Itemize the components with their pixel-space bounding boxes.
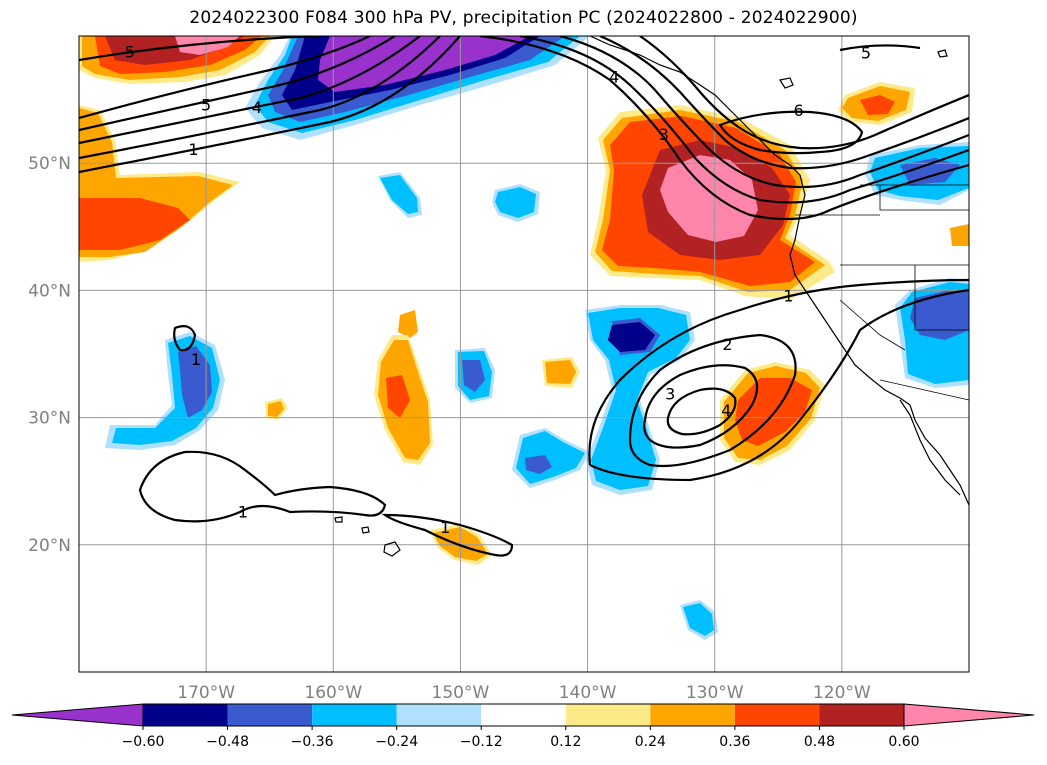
pv-contour-label: 1 bbox=[440, 518, 450, 537]
plot-frame bbox=[78, 35, 970, 673]
lon-tick-label: 120°W bbox=[813, 683, 871, 703]
central-positive-blob bbox=[398, 310, 418, 338]
hawaii-islands bbox=[383, 541, 401, 557]
ne-pacific-positive-blob bbox=[590, 105, 835, 300]
colorbar-tick-label: −0.60 bbox=[122, 734, 165, 750]
colorbar-segment bbox=[734, 704, 820, 726]
pv-contour-label: 5 bbox=[125, 42, 135, 61]
colorbar-tick-label: 0.48 bbox=[804, 734, 835, 750]
pv-contour-label: 5 bbox=[201, 96, 211, 115]
pv-contour-label: 4 bbox=[721, 401, 731, 420]
pv-contour-label: 2 bbox=[722, 335, 732, 354]
colorbar-segment bbox=[143, 704, 228, 726]
colorbar-tick-label: 0.36 bbox=[719, 734, 750, 750]
far-west-positive-band bbox=[79, 105, 240, 262]
colorbar-tick-label: −0.24 bbox=[375, 734, 418, 750]
pv-contour-label: 3 bbox=[665, 384, 675, 403]
colorbar-tick-label: 0.60 bbox=[888, 734, 919, 750]
lat-tick-label: 40°N bbox=[28, 281, 71, 301]
lat-tick-label: 20°N bbox=[28, 536, 71, 556]
colorbar-segment bbox=[565, 704, 651, 726]
coastlines bbox=[334, 36, 969, 557]
pv-contour-labels: 5 5 4 1 4 3 6 5 1 1 2 3 4 1 1 bbox=[125, 42, 871, 537]
pv-contour-1-east bbox=[588, 278, 969, 466]
colorbar-tick-labels: −0.60 −0.48 −0.36 −0.24 −0.12 0.12 0.24 0.36 0.4… bbox=[122, 726, 920, 750]
pv-contour-label: 6 bbox=[794, 101, 804, 120]
colorbar-tick-label: −0.12 bbox=[460, 734, 503, 750]
pv-contour-label: 1 bbox=[238, 503, 248, 522]
colorbar bbox=[11, 703, 1035, 727]
pv-contour-label: 5 bbox=[861, 44, 871, 63]
pv-contour-label: 4 bbox=[609, 68, 619, 87]
colorbar-segment bbox=[312, 704, 397, 726]
colorbar-segment bbox=[819, 704, 904, 726]
colorbar-tick-label: −0.36 bbox=[291, 734, 334, 750]
lon-tick-label: 160°W bbox=[304, 683, 362, 703]
chart-title: 2024022300 F084 300 hPa PV, precipitatio… bbox=[189, 8, 858, 28]
colorbar-tick-label: −0.48 bbox=[206, 734, 249, 750]
lon-tick-label: 140°W bbox=[559, 683, 617, 703]
longitude-tick-labels: 170°W 160°W 150°W 140°W 130°W 120°W bbox=[177, 683, 871, 703]
pv-contour-label: 1 bbox=[783, 286, 793, 305]
pv-contour-label: 4 bbox=[252, 98, 262, 117]
colorbar-tick-label: 0.24 bbox=[635, 734, 666, 750]
pv-contour-label: 3 bbox=[659, 125, 669, 144]
colorbar-segment bbox=[481, 704, 566, 726]
colorbar-extend-high bbox=[903, 703, 1035, 727]
colorbar-tick-label: 0.12 bbox=[550, 734, 581, 750]
precip-anomaly-fields bbox=[79, 36, 969, 640]
pv-contour-label: 1 bbox=[191, 350, 201, 369]
lon-tick-label: 170°W bbox=[177, 683, 235, 703]
colorbar-segment bbox=[396, 704, 482, 726]
north-america-coastline bbox=[589, 36, 969, 506]
pv-contour-label: 1 bbox=[188, 140, 198, 159]
lon-tick-label: 130°W bbox=[686, 683, 744, 703]
lat-tick-label: 50°N bbox=[28, 154, 71, 174]
pv-contour-5-nw bbox=[79, 36, 321, 62]
lat-tick-label: 30°N bbox=[28, 409, 71, 429]
latitude-tick-labels: 20°N 30°N 40°N 50°N bbox=[28, 154, 71, 556]
pv-contours bbox=[79, 36, 969, 557]
colorbar-segment bbox=[650, 704, 735, 726]
lon-tick-label: 150°W bbox=[432, 683, 490, 703]
colorbar-segment bbox=[227, 704, 313, 726]
colorbar-extend-low bbox=[11, 703, 144, 727]
plot-area: 5 5 4 1 4 3 6 5 1 1 2 3 4 1 1 bbox=[79, 36, 969, 672]
